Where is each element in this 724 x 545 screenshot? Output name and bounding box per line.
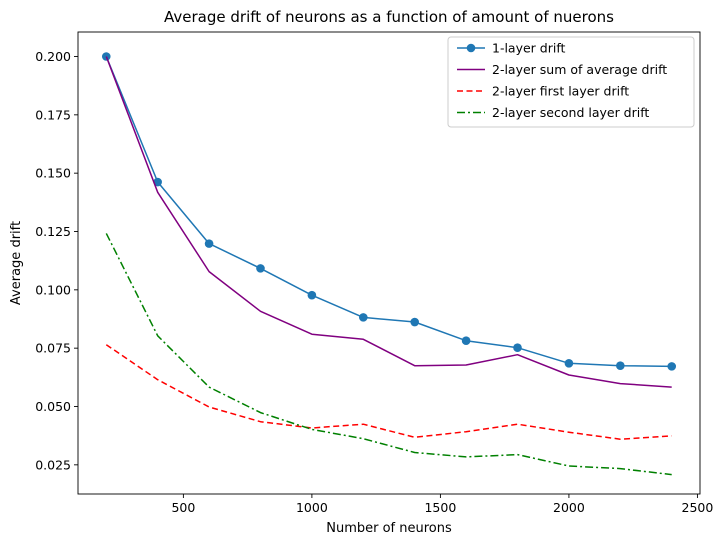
y-tick-label: 0.200	[35, 49, 71, 64]
data-point-series-1	[307, 290, 317, 300]
y-tick-label: 0.025	[35, 457, 71, 472]
y-tick-label: 0.075	[35, 341, 71, 356]
legend-label-2: 2-layer sum of average drift	[492, 62, 667, 77]
y-tick-label: 0.175	[35, 107, 71, 122]
data-point-series-1	[358, 313, 368, 322]
y-tick-label: 0.125	[35, 224, 71, 239]
y-tick-label: 0.100	[35, 282, 71, 297]
data-point-series-1	[667, 362, 677, 371]
data-point-series-1	[153, 177, 162, 187]
chart-title: Average drift of neurons as a function o…	[164, 8, 614, 26]
data-point-series-1	[410, 317, 420, 327]
series-line-1	[105, 56, 672, 368]
legend-box	[447, 36, 695, 128]
x-tick-label: 2000	[553, 500, 585, 515]
y-tick-label: 0.150	[35, 166, 71, 181]
legend-label-3: 2-layer first layer drift	[492, 84, 629, 99]
series-line-2	[105, 56, 672, 388]
data-point-series-1	[513, 343, 522, 353]
legend-label-4: 2-layer second layer drift	[492, 105, 649, 120]
data-point-series-1	[564, 359, 574, 368]
data-point-series-1	[461, 336, 471, 346]
plot-area: 500 1000 1500 2000 2500 0.025 0.050 0.075 0.100 0…	[35, 31, 714, 515]
y-axis-label: Average drift	[9, 221, 24, 305]
legend-marker-1	[466, 43, 476, 53]
data-point-series-1	[616, 361, 625, 370]
legend: 1-layer drift 2-layer sum of average drif…	[447, 36, 695, 128]
x-tick-label: 500	[171, 500, 195, 515]
x-tick-label: 2500	[682, 500, 714, 515]
legend-label-1: 1-layer drift	[492, 41, 566, 56]
y-tick-label: 0.050	[35, 399, 71, 414]
data-point-series-1	[101, 52, 111, 61]
plot-frame	[77, 31, 701, 495]
x-tick-label: 1500	[424, 500, 456, 515]
data-point-series-1	[256, 264, 265, 273]
x-tick-label: 1000	[296, 500, 328, 515]
x-axis-label: Number of neurons	[326, 521, 452, 536]
series-line-3	[105, 344, 672, 440]
data-point-series-1	[204, 239, 214, 248]
